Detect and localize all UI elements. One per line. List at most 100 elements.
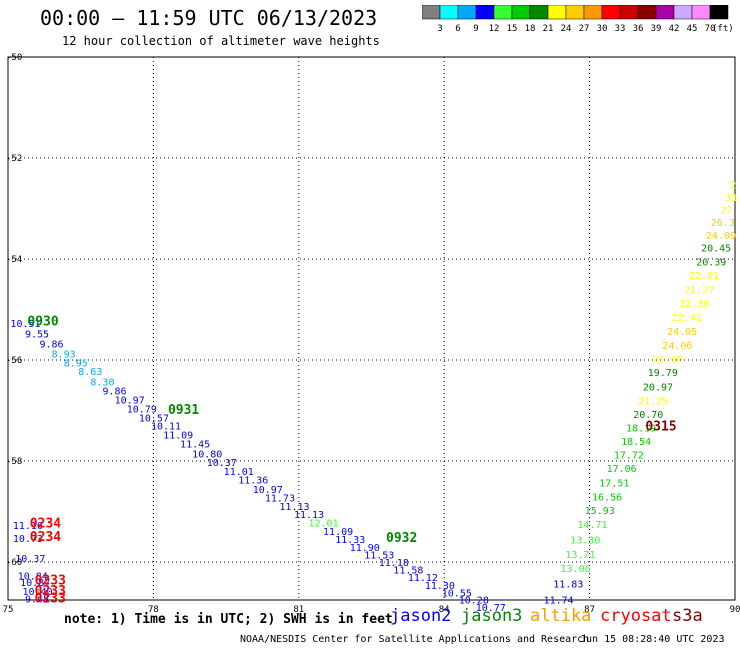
colorbar-label: 45 [687, 24, 698, 34]
wave-height-value: 11.53 [364, 550, 394, 561]
pass-time-label: 0931 [168, 403, 199, 418]
wave-height-value: 20.45 [701, 243, 731, 254]
wave-height-value: 24.09 [706, 231, 736, 242]
wave-height-value: 18.54 [621, 437, 651, 448]
wave-height-value: 10.87 [20, 578, 50, 589]
wave-height-value: 16.56 [592, 492, 622, 503]
wave-height-value: 17.51 [599, 478, 629, 489]
wave-height-value: 11.09 [323, 527, 353, 538]
y-tick-label: -58 [6, 457, 22, 467]
wave-height-value: 11.90 [350, 543, 380, 554]
wave-height-value: 10.37 [207, 458, 237, 469]
y-tick-label: -56 [6, 356, 22, 366]
footer-note: note: 1) Time is in UTC; 2) SWH is in fe… [64, 612, 393, 627]
y-tick-label: -50 [6, 53, 22, 63]
satellite-legend-cryosat: cryosat [600, 606, 672, 626]
colorbar-label: 39 [651, 24, 662, 34]
satellite-legend-s3a: s3a [672, 606, 703, 626]
wave-height-value: 11.12 [408, 573, 438, 584]
wave-height-value: 10.55 [442, 588, 472, 599]
wave-height-value: 19.79 [648, 368, 678, 379]
wave-height-value: 9.55 [25, 329, 49, 340]
wave-height-value: 20.97 [643, 382, 673, 393]
wave-height-value: 8.93 [52, 349, 76, 360]
wave-height-value: 11.36 [238, 476, 268, 487]
colorbar-label: 30 [597, 24, 608, 34]
wave-height-value: 10.40 [23, 587, 53, 598]
wave-height-value: 22.41 [672, 313, 702, 324]
wave-height-value: 17.06 [607, 464, 637, 475]
wave-height-value: 20.39 [696, 258, 726, 269]
pass-time-label: 0315 [645, 420, 676, 435]
wave-height-value: 10.73 [13, 534, 43, 545]
page-subtitle: 12 hour collection of altimeter wave hei… [62, 34, 380, 48]
colorbar-label: 27 [579, 24, 590, 34]
x-tick-label: 75 [3, 605, 14, 615]
wave-height-value: 20.70 [633, 410, 663, 421]
colorbar-label: 24 [561, 24, 572, 34]
wave-height-value: 11.16 [13, 521, 43, 532]
wave-height-value: 10.79 [127, 405, 157, 416]
y-tick-label: -54 [6, 255, 22, 265]
x-tick-label: 78 [148, 605, 159, 615]
colorbar-label: 9 [473, 24, 478, 34]
wave-height-value: 21.25 [638, 396, 668, 407]
colorbar-label: 15 [507, 24, 518, 34]
satellite-legend-altika: altika [530, 606, 592, 626]
colorbar-label: 12 [489, 24, 500, 34]
wave-height-value: 11.33 [335, 535, 365, 546]
wave-height-value: 8.63 [78, 367, 102, 378]
wave-height-value: 10.97 [115, 395, 145, 406]
colorbar-label: 36 [633, 24, 644, 34]
wave-height-value: 17.72 [614, 450, 644, 461]
wave-height-value: 27 [720, 206, 732, 217]
wave-height-value: 9.86 [103, 386, 127, 397]
wave-height-value: 11.58 [393, 566, 423, 577]
colorbar-label: 6 [455, 24, 460, 34]
wave-height-value: 10.84 [18, 572, 48, 583]
axis-ticks: 75 78 81 84 87 90 -50 -52 -54 -56 -58 -60 [3, 53, 740, 615]
wave-height-value: 10.11 [151, 422, 181, 433]
wave-height-value: 24.06 [662, 341, 692, 352]
generated-timestamp: Jun 15 08:28:40 UTC 2023 [580, 634, 725, 645]
wave-height-value: 21.60 [653, 355, 683, 366]
colorbar-label: 42 [669, 24, 680, 34]
wave-height-value: 26.3 [711, 218, 735, 229]
wave-height-value: 12.01 [308, 519, 338, 530]
wave-height-value: 13.06 [561, 564, 591, 575]
y-tick-label: -52 [6, 154, 22, 164]
wave-height-value: 11.83 [553, 579, 583, 590]
wave-height-value: 11.74 [544, 595, 574, 606]
wave-height-value: 9.86 [40, 339, 64, 350]
wave-height-value: 11.30 [425, 581, 455, 592]
wave-height-value: 18.19 [626, 424, 656, 435]
wave-height-value: 11.01 [224, 467, 254, 478]
wave-height-value: 11.18 [379, 558, 409, 569]
colorbar-swatch [709, 5, 729, 20]
map-grid [7, 56, 736, 601]
pass-time-label: 0233 [35, 584, 66, 599]
wave-height-value: 21.27 [684, 285, 714, 296]
wave-height-value: 10.77 [476, 603, 506, 614]
x-tick-label: 81 [293, 605, 304, 615]
x-tick-label: 87 [584, 605, 595, 615]
wave-height-value: 10.51 [10, 319, 40, 330]
wave-height-value: 10.28 [459, 595, 489, 606]
colorbar-label: 33 [615, 24, 626, 34]
map-frame [7, 56, 736, 601]
colorbar-label: 70 [705, 24, 716, 34]
y-tick-label: -60 [6, 558, 22, 568]
wave-height-value: 8.95 [64, 359, 88, 370]
wave-height-value: 24.05 [667, 327, 697, 338]
wave-height-value: 11.73 [265, 493, 295, 504]
satellite-legend-jason2: jason2 [390, 606, 452, 626]
colorbar-label: 3 [437, 24, 442, 34]
wave-height-value: 8.30 [90, 377, 114, 388]
pass-time-label: 0234 [30, 530, 61, 545]
pass-time-label: 0932 [386, 531, 417, 546]
wave-height-value: 22.01 [689, 271, 719, 282]
x-tick-label: 84 [439, 605, 450, 615]
wave-height-value: 10.97 [253, 485, 283, 496]
